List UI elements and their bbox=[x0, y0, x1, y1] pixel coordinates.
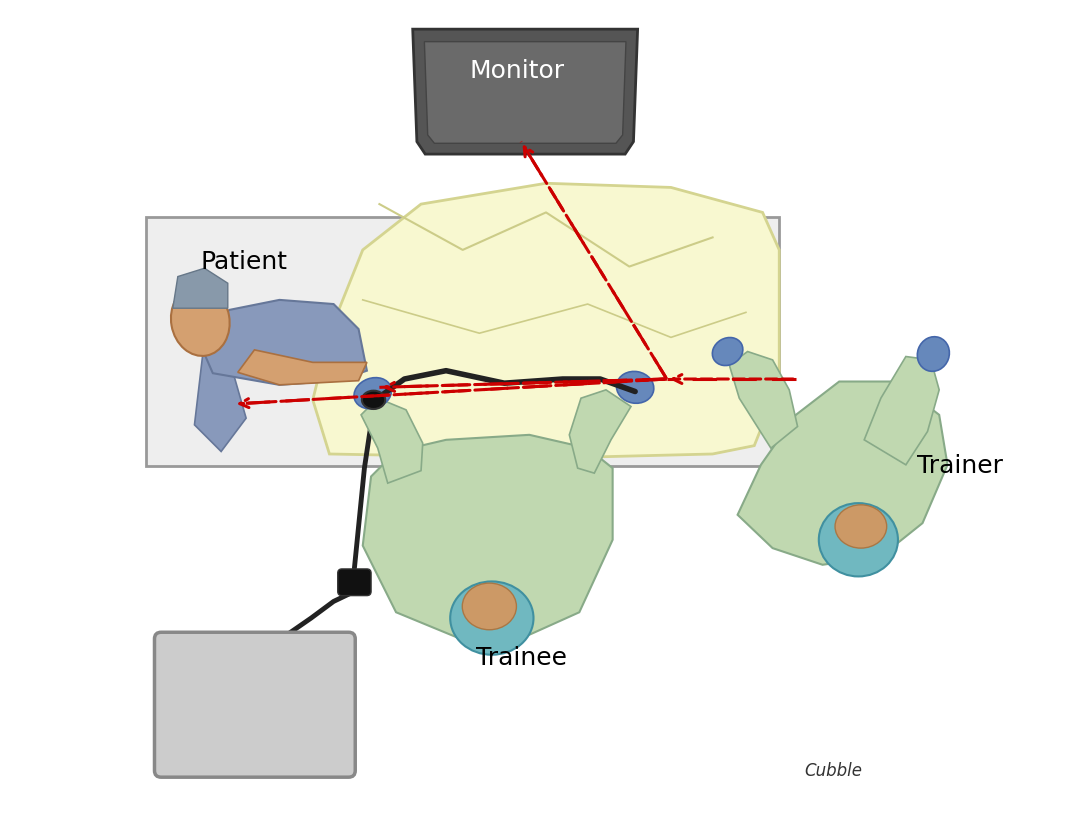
Polygon shape bbox=[569, 390, 631, 473]
Polygon shape bbox=[204, 300, 367, 385]
Polygon shape bbox=[737, 382, 948, 565]
Ellipse shape bbox=[819, 503, 898, 576]
Polygon shape bbox=[425, 42, 626, 143]
Polygon shape bbox=[146, 217, 780, 466]
Polygon shape bbox=[173, 268, 228, 308]
FancyBboxPatch shape bbox=[154, 632, 355, 777]
Ellipse shape bbox=[361, 391, 385, 409]
Polygon shape bbox=[729, 352, 797, 448]
Polygon shape bbox=[194, 354, 246, 451]
Polygon shape bbox=[864, 357, 939, 465]
Polygon shape bbox=[238, 350, 367, 385]
Ellipse shape bbox=[712, 337, 743, 366]
Ellipse shape bbox=[354, 377, 391, 409]
Text: Monitor: Monitor bbox=[470, 59, 565, 82]
Polygon shape bbox=[361, 398, 423, 483]
Polygon shape bbox=[312, 183, 780, 458]
Polygon shape bbox=[413, 29, 638, 154]
Ellipse shape bbox=[835, 505, 887, 548]
Text: Trainer: Trainer bbox=[916, 455, 1002, 478]
Ellipse shape bbox=[917, 337, 949, 372]
Ellipse shape bbox=[171, 286, 229, 356]
Ellipse shape bbox=[617, 372, 654, 403]
Text: Trainee: Trainee bbox=[475, 646, 567, 670]
Text: Cubble: Cubble bbox=[805, 761, 863, 780]
FancyBboxPatch shape bbox=[337, 569, 371, 596]
Polygon shape bbox=[363, 435, 613, 640]
Ellipse shape bbox=[450, 581, 534, 655]
Text: Patient: Patient bbox=[200, 251, 287, 274]
Ellipse shape bbox=[462, 583, 517, 630]
